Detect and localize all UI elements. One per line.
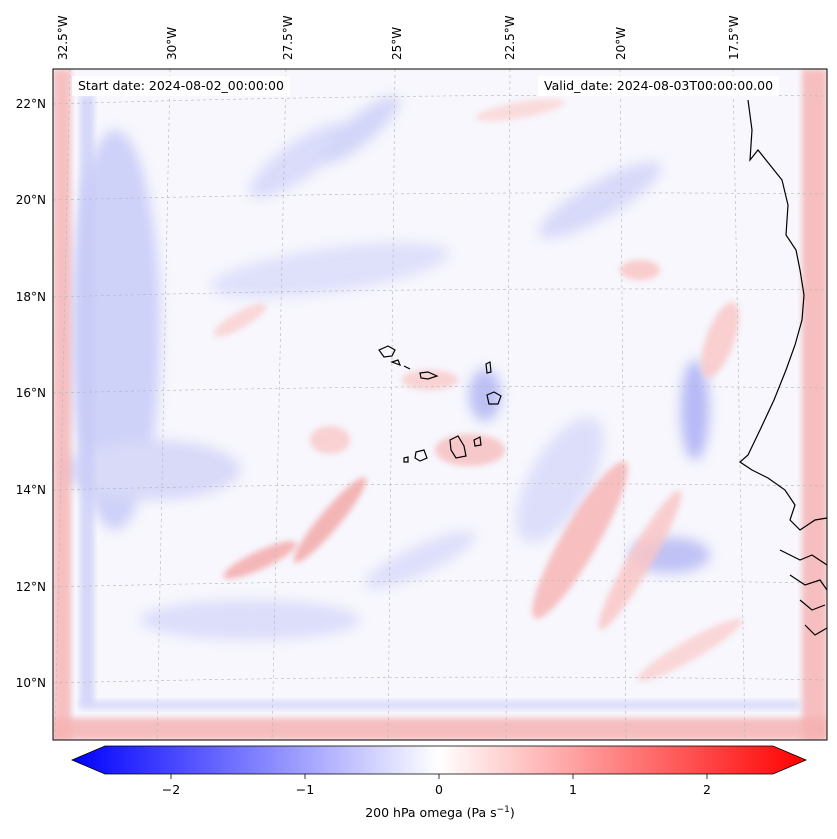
- colorbar-tick-label: 2: [703, 782, 711, 797]
- lon-label: 22.5°W: [503, 15, 517, 60]
- coastlines: [378, 99, 828, 636]
- lat-label: 18°N: [15, 290, 46, 304]
- lat-label: 14°N: [15, 483, 46, 497]
- start-date-label: Start date: 2024-08-02_00:00:00: [72, 76, 290, 96]
- colorbar-label: 200 hPa omega (Pa s−1): [0, 805, 837, 820]
- lon-label: 17.5°W: [727, 15, 741, 60]
- lon-label: 20°W: [614, 26, 628, 60]
- lon-label: 27.5°W: [281, 15, 295, 60]
- lat-label: 10°N: [15, 676, 46, 690]
- colorbar: [70, 745, 808, 779]
- valid-date-label: Valid_date: 2024-08-03T00:00:00.00: [538, 76, 780, 96]
- lon-label: 30°W: [165, 26, 179, 60]
- lat-label: 12°N: [15, 580, 46, 594]
- colorbar-tick-label: 1: [569, 782, 577, 797]
- colorbar-label-main: 200 hPa omega (Pa s: [365, 805, 497, 821]
- colorbar-body: [70, 745, 808, 775]
- colorbar-tick-label: −2: [161, 782, 181, 797]
- lat-label: 16°N: [15, 386, 46, 400]
- lat-label: 20°N: [15, 193, 46, 207]
- gridlines: [53, 69, 827, 740]
- colorbar-tick-label: 0: [435, 782, 443, 797]
- colorbar-tick-label: −1: [295, 782, 315, 797]
- lat-label: 22°N: [15, 97, 46, 111]
- lon-label: 32.5°W: [56, 15, 70, 60]
- omega-field: [53, 69, 827, 740]
- map-frame: [52, 68, 828, 741]
- lon-label: 25°W: [390, 26, 404, 60]
- colorbar-label-close: ): [509, 805, 515, 821]
- colorbar-label-exponent: −1: [496, 805, 510, 815]
